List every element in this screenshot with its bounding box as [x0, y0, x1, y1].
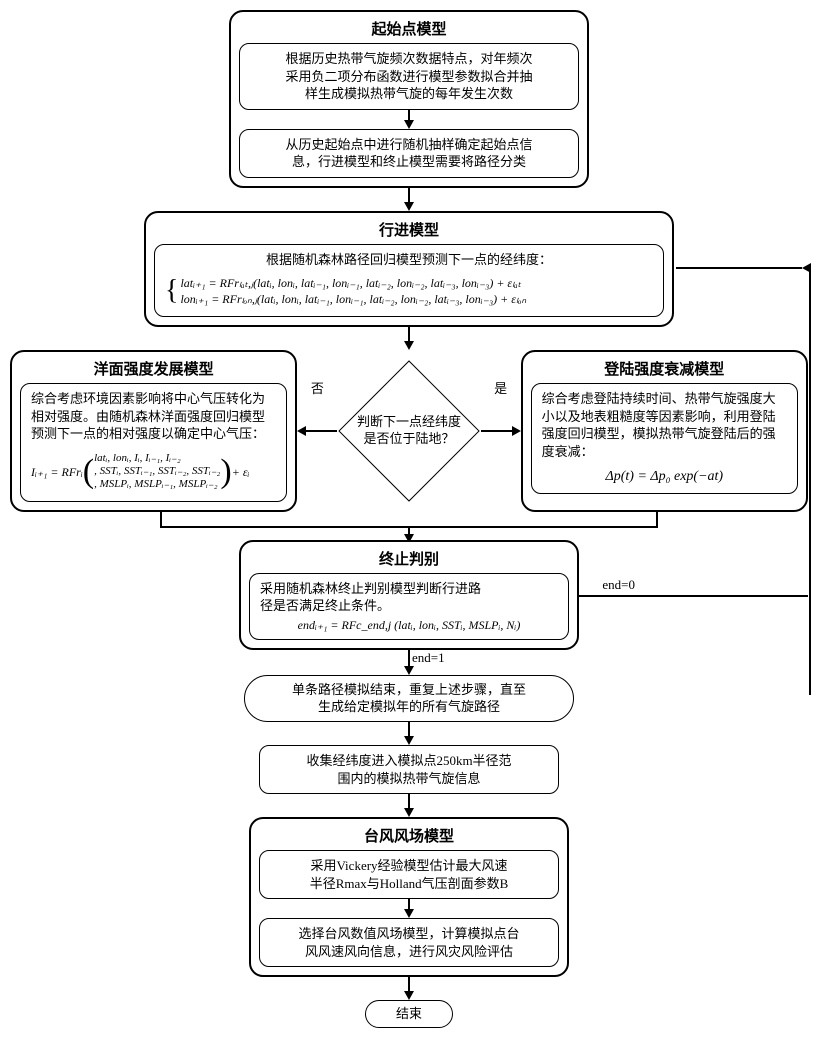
landfall-eq: Δp(t) = Δp₀ exp(−at) [542, 468, 787, 487]
ocean-eq-a2: , SSTᵢ, SSTᵢ₋₁, SSTᵢ₋₂, SSTᵢ₋₂ [94, 465, 220, 478]
feedback-loop-line [801, 265, 811, 695]
ocean-eq-a3: , MSLPᵢ, MSLPᵢ₋₁, MSLPᵢ₋₂ [94, 478, 220, 491]
windfield-box2: 选择台风数值风场模型，计算模拟点台 风风速风向信息，进行风灾风险评估 [259, 918, 559, 967]
windfield-box1: 采用Vickery经验模型估计最大风速 半径Rmax与Holland气压剖面参数… [259, 850, 559, 899]
start-model-box2: 从历史起始点中进行随机抽样确定起始点信 息，行进模型和终止模型需要将路径分类 [239, 129, 579, 178]
track-eq-lat: latᵢ₊₁ = RFrₗₐₜ,ⱼ(latᵢ, lonᵢ, latᵢ₋₁, lo… [180, 275, 526, 291]
termination-eq: endᵢ₊₁ = RFc_end,j (latᵢ, lonᵢ, SSTᵢ, MS… [260, 617, 558, 633]
windfield-panel: 台风风场模型 采用Vickery经验模型估计最大风速 半径Rmax与Hollan… [249, 817, 569, 977]
ocean-model-box: 综合考虑环境因素影响将中心气压转化为 相对强度。由随机森林洋面强度回归模型 预测… [20, 383, 287, 502]
ocean-eq-post: + εᵢ [232, 464, 250, 480]
track-eq-lon: lonᵢ₊₁ = RFrₗₒₙ,ⱼ(latᵢ, lonᵢ, latᵢ₋₁, lo… [180, 291, 526, 307]
windfield-title: 台风风场模型 [259, 825, 559, 846]
collect-box: 收集经纬度进入模拟点250km半径范 围内的模拟热带气旋信息 [259, 745, 559, 794]
end-pill: 结束 [365, 1000, 453, 1028]
repeat-box: 单条路径模拟结束，重复上述步骤，直至 生成给定模拟年的所有气旋路径 [244, 675, 574, 722]
ocean-model-panel: 洋面强度发展模型 综合考虑环境因素影响将中心气压转化为 相对强度。由随机森林洋面… [10, 350, 297, 512]
landfall-model-panel: 登陆强度衰减模型 综合考虑登陆持续时间、热带气旋强度大 小以及地表粗糙度等因素影… [521, 350, 808, 512]
track-model-desc: 根据随机森林路径回归模型预测下一点的经纬度： [165, 251, 653, 269]
termination-desc: 采用随机森林终止判别模型判断行进路 径是否满足终止条件。 [260, 580, 558, 615]
ocean-desc: 综合考虑环境因素影响将中心气压转化为 相对强度。由随机森林洋面强度回归模型 预测… [31, 390, 276, 443]
start-model-title: 起始点模型 [239, 18, 579, 39]
landfall-desc: 综合考虑登陆持续时间、热带气旋强度大 小以及地表粗糙度等因素影响，利用登陆 强度… [542, 390, 787, 460]
ocean-eq-a1: latᵢ, lonᵢ, Iᵢ, Iᵢ₋₁, Iᵢ₋₂ [94, 452, 220, 465]
termination-box: 采用随机森林终止判别模型判断行进路 径是否满足终止条件。 endᵢ₊₁ = RF… [249, 573, 569, 640]
end0-label: end=0 [602, 577, 635, 593]
end0-connector [579, 595, 808, 597]
track-model-panel: 行进模型 根据随机森林路径回归模型预测下一点的经纬度： { latᵢ₊₁ = R… [144, 211, 674, 327]
track-model-title: 行进模型 [154, 219, 664, 240]
ocean-model-title: 洋面强度发展模型 [20, 358, 287, 379]
decision-no-label: 否 [311, 378, 324, 397]
ocean-eq: Iᵢ₊₁ = RFrᵢ ( latᵢ, lonᵢ, Iᵢ, Iᵢ₋₁, Iᵢ₋₂… [31, 449, 276, 495]
decision-text: 判断下一点经纬度 是否位于陆地？ [349, 414, 469, 448]
start-model-panel: 起始点模型 根据历史热带气旋频次数据特点，对年频次 采用负二项分布函数进行模型参… [229, 10, 589, 188]
decision-yes-label: 是 [494, 378, 507, 397]
landfall-model-box: 综合考虑登陆持续时间、热带气旋强度大 小以及地表粗糙度等因素影响，利用登陆 强度… [531, 383, 798, 494]
decision-diamond: 判断下一点经纬度 是否位于陆地？ [337, 376, 480, 486]
track-eq-brace: { latᵢ₊₁ = RFrₗₐₜ,ⱼ(latᵢ, lonᵢ, latᵢ₋₁, … [165, 272, 653, 310]
termination-panel: 终止判别 采用随机森林终止判别模型判断行进路 径是否满足终止条件。 endᵢ₊₁… [239, 540, 579, 650]
start-model-box1: 根据历史热带气旋频次数据特点，对年频次 采用负二项分布函数进行模型参数拟合并抽 … [239, 43, 579, 110]
end1-label: end=1 [412, 650, 445, 666]
landfall-model-title: 登陆强度衰减模型 [531, 358, 798, 379]
ocean-eq-pre: Iᵢ₊₁ = RFrᵢ [31, 464, 83, 480]
termination-title: 终止判别 [249, 548, 569, 569]
track-model-box: 根据随机森林路径回归模型预测下一点的经纬度： { latᵢ₊₁ = RFrₗₐₜ… [154, 244, 664, 317]
